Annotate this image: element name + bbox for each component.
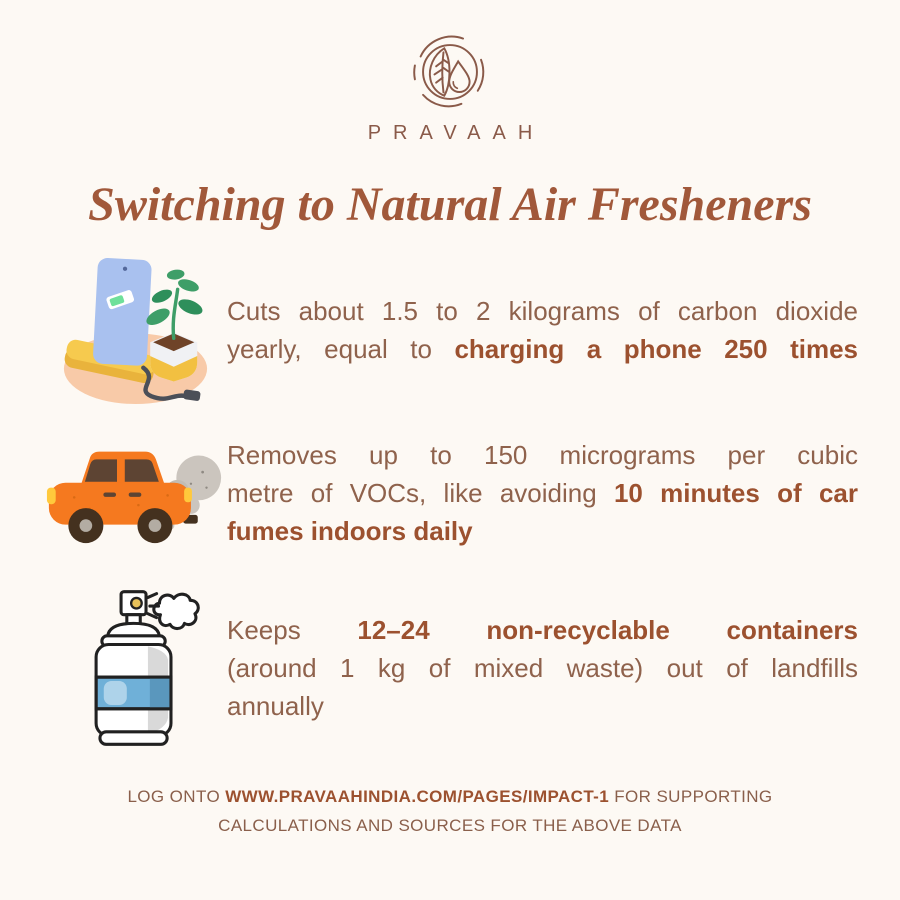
phone-charging-plant-icon [42, 254, 227, 406]
aerosol-spray-can-icon [42, 584, 227, 752]
impact-item-spray: Keeps 12–24 non-recyclable containers (ar… [42, 584, 858, 752]
text-line: LOG ONTO WWW.PRAVAAHINDIA.COM/PAGES/IMPA… [40, 782, 860, 811]
body-text: CALCULATIONS AND SOURCES FOR THE ABOVE D… [218, 816, 682, 835]
leaf-water-drop-logo-icon [413, 35, 485, 108]
text-line: metre of VOCs, like avoiding 10 minutes … [227, 474, 858, 512]
impact-text-phone: Cuts about 1.5 to 2 kilograms of carbon … [227, 292, 858, 368]
body-text: (around 1 kg of mixed waste) out of land… [227, 653, 858, 683]
body-text: LOG ONTO [127, 787, 226, 806]
brand-logo [0, 32, 900, 112]
text-line: Cuts about 1.5 to 2 kilograms of carbon … [227, 292, 858, 330]
text-line: Keeps 12–24 non-recyclable containers [227, 611, 858, 649]
body-text: annually [227, 691, 324, 721]
text-line: Removes up to 150 micrograms per cubic [227, 436, 858, 474]
footer-note: LOG ONTO WWW.PRAVAAHINDIA.COM/PAGES/IMPA… [0, 782, 900, 840]
page-title: Switching to Natural Air Fresheners [88, 178, 812, 231]
text-line: (around 1 kg of mixed waste) out of land… [227, 649, 858, 687]
header: PRAVAAH [0, 0, 900, 145]
brand-name: PRAVAAH [367, 122, 545, 144]
impact-text-spray: Keeps 12–24 non-recyclable containers (ar… [227, 611, 858, 725]
body-text: metre of VOCs, like avoiding [227, 478, 614, 508]
body-text: FOR SUPPORTING [609, 787, 773, 806]
highlight-text: fumes indoors daily [227, 516, 473, 546]
highlight-text: charging a phone 250 times [454, 334, 858, 364]
text-line: annually [227, 687, 858, 725]
impact-text-car: Removes up to 150 micrograms per cubic me… [227, 436, 858, 550]
highlight-text: 12–24 non-recyclable containers [357, 615, 858, 645]
body-text: Removes up to 150 micrograms per cubic [227, 440, 858, 470]
body-text: Keeps [227, 615, 358, 645]
impact-item-car: Removes up to 150 micrograms per cubic me… [42, 436, 858, 550]
text-line: CALCULATIONS AND SOURCES FOR THE ABOVE D… [40, 811, 860, 840]
highlight-text: WWW.PRAVAAHINDIA.COM/PAGES/IMPACT-1 [225, 787, 610, 806]
car-exhaust-icon [42, 437, 227, 549]
text-line: yearly, equal to charging a phone 250 ti… [227, 330, 858, 368]
text-line: fumes indoors daily [227, 512, 858, 550]
body-text: yearly, equal to [227, 334, 455, 364]
body-text: Cuts about 1.5 to 2 kilograms of carbon … [227, 296, 858, 326]
impact-list: Cuts about 1.5 to 2 kilograms of carbon … [0, 254, 900, 752]
impact-item-phone: Cuts about 1.5 to 2 kilograms of carbon … [42, 254, 858, 406]
highlight-text: 10 minutes of car [613, 478, 858, 508]
